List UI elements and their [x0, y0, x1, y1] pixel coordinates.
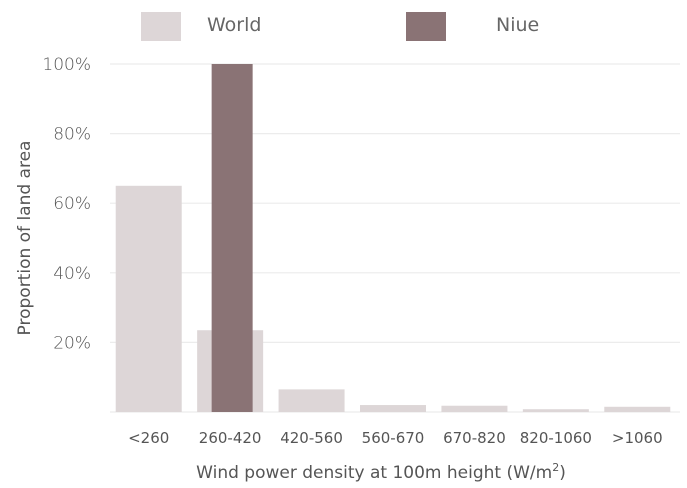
gridlines [110, 63, 680, 413]
x-tick-label: 420-560 [280, 429, 343, 447]
y-axis-title: Proportion of land area [15, 141, 35, 336]
x-tick-label: 560-670 [362, 429, 425, 447]
x-tick-label: 260-420 [199, 429, 262, 447]
y-tick-label: 60% [53, 194, 91, 214]
y-tick-label: 80% [53, 125, 91, 145]
x-tick-label: 820-1060 [520, 429, 592, 447]
bar-world [441, 405, 508, 412]
x-tick-label: >1060 [612, 429, 663, 447]
x-axis-title-suffix: ) [559, 463, 566, 483]
x-axis-title: Wind power density at 100m height (W/m2) [196, 461, 566, 483]
y-tick-label: 40% [53, 264, 91, 284]
bar-world [522, 409, 589, 412]
bar-world [604, 406, 671, 412]
bar-world [360, 405, 426, 412]
legend-label-world: World [207, 14, 261, 36]
y-axis-ticks: 20% 40% 60% 80% 100% [42, 55, 91, 353]
x-axis-title-superscript: 2 [552, 461, 559, 474]
legend-swatch-niue [406, 12, 446, 41]
x-tick-label: <260 [128, 429, 169, 447]
bar-world [115, 185, 182, 412]
y-tick-label: 100% [42, 55, 91, 75]
bar-niue [211, 64, 253, 412]
bars [115, 64, 671, 412]
bar-world [278, 389, 345, 412]
legend-label-niue: Niue [496, 14, 539, 36]
y-tick-label: 20% [53, 333, 91, 353]
x-tick-label: 670-820 [443, 429, 506, 447]
legend-swatch-world [141, 12, 181, 41]
x-axis-ticks: <260 260-420 420-560 560-670 670-820 820-1060… [128, 429, 663, 447]
legend: World Niue [141, 12, 539, 41]
